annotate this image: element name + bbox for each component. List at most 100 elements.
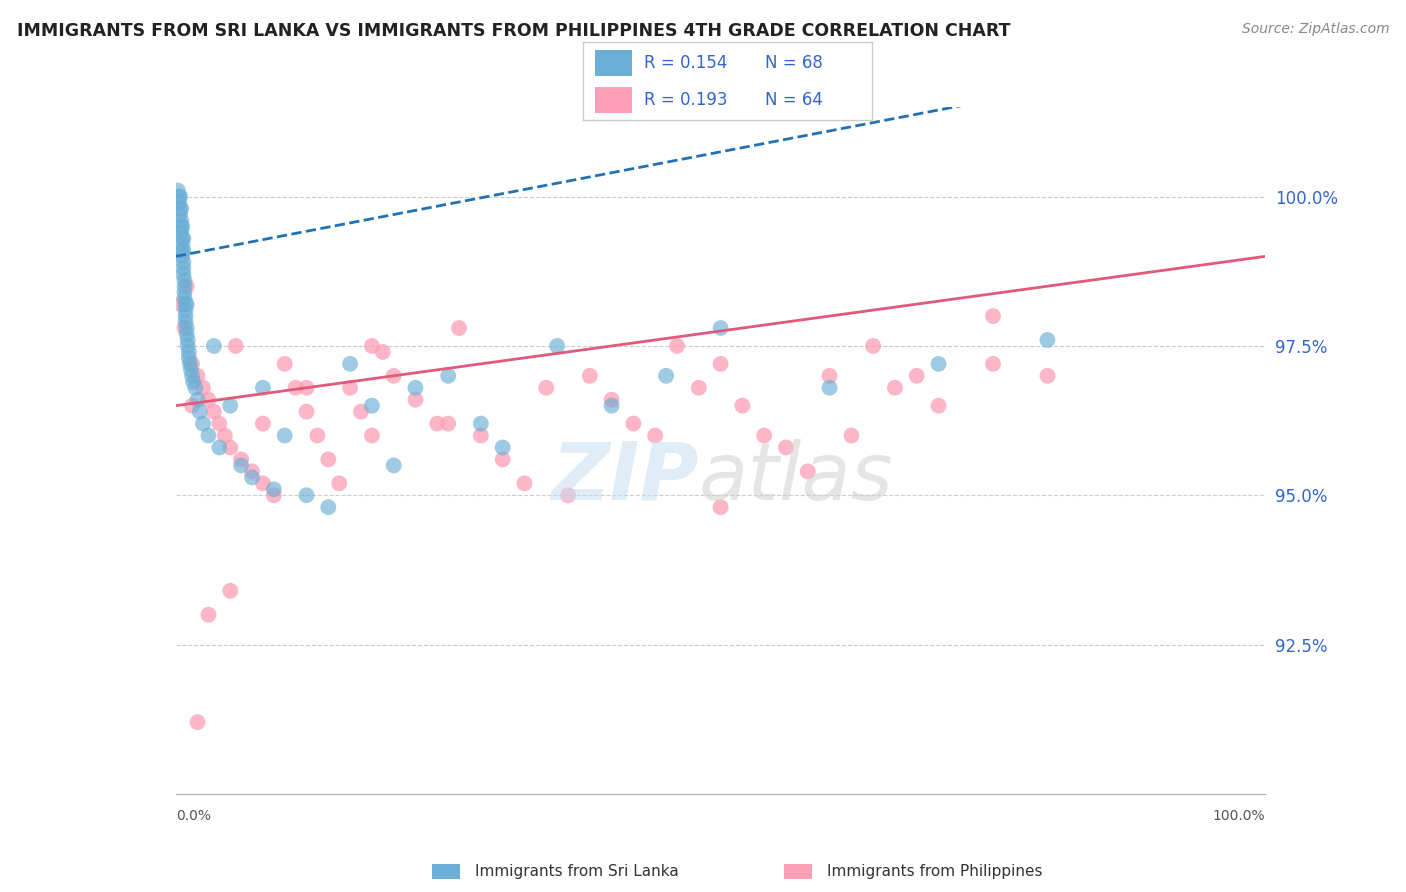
Point [295,404,318,418]
Point [557,488,579,502]
Point [240,470,263,484]
Point [167,195,190,210]
Point [981,357,1004,371]
Point [180,363,202,377]
Point [172,255,194,269]
Point [186,392,209,407]
FancyBboxPatch shape [433,863,461,880]
Point [169,208,191,222]
Point [188,404,211,418]
Point [382,368,405,383]
Point [644,428,666,442]
Point [169,189,191,203]
Point [177,333,200,347]
Point [534,381,557,395]
Point [169,202,191,216]
Point [172,244,194,258]
Point [231,452,253,467]
Point [197,392,219,407]
Point [295,381,318,395]
Point [1036,333,1059,347]
Text: N = 68: N = 68 [765,54,823,71]
Point [177,345,200,359]
Point [710,847,733,861]
FancyBboxPatch shape [595,50,633,76]
Text: R = 0.154: R = 0.154 [644,54,727,71]
Point [928,399,950,413]
Point [492,452,515,467]
Point [666,339,689,353]
Point [231,458,253,473]
Point [191,381,214,395]
Point [172,219,194,234]
Point [181,399,204,413]
Point [371,345,394,359]
Point [170,202,193,216]
Point [173,321,195,335]
Point [174,297,197,311]
Point [179,357,201,371]
Point [167,184,190,198]
Text: IMMIGRANTS FROM SRI LANKA VS IMMIGRANTS FROM PHILIPPINES 4TH GRADE CORRELATION C: IMMIGRANTS FROM SRI LANKA VS IMMIGRANTS … [17,22,1011,40]
Point [170,297,193,311]
Point [252,417,274,431]
Point [797,464,820,478]
Point [274,428,297,442]
Text: Immigrants from Sri Lanka: Immigrants from Sri Lanka [475,864,679,879]
Point [172,249,194,263]
Point [170,226,193,240]
Point [688,381,710,395]
Point [170,219,193,234]
Text: atlas: atlas [699,439,894,517]
Point [492,441,515,455]
Text: R = 0.193: R = 0.193 [644,91,727,109]
Point [174,315,197,329]
Text: 100.0%: 100.0% [1213,809,1265,822]
Point [1036,368,1059,383]
Point [176,321,198,335]
Point [884,381,907,395]
Point [172,231,194,245]
Point [219,583,242,598]
Point [295,488,318,502]
Point [263,483,285,497]
Point [186,715,209,730]
Point [173,279,195,293]
Point [274,357,297,371]
Point [655,368,678,383]
Point [710,500,733,515]
Point [181,357,204,371]
Point [361,339,384,353]
Point [318,500,340,515]
Point [470,428,492,442]
Point [818,368,841,383]
Point [928,357,950,371]
Text: N = 64: N = 64 [765,91,823,109]
Point [172,237,194,252]
Point [754,428,776,442]
Point [197,428,219,442]
Point [307,428,329,442]
Point [361,399,384,413]
FancyBboxPatch shape [595,87,633,112]
Point [318,452,340,467]
Text: 0.0%: 0.0% [176,809,211,822]
Point [202,339,225,353]
Point [710,321,733,335]
Point [167,189,190,203]
Point [184,381,207,395]
Point [225,339,247,353]
Point [172,231,194,245]
Point [339,357,361,371]
Point [252,476,274,491]
Point [252,381,274,395]
Point [176,297,198,311]
Point [905,368,928,383]
Point [600,399,623,413]
Point [177,339,200,353]
Point [170,213,193,227]
Point [775,441,797,455]
Point [361,428,384,442]
Point [173,291,195,305]
Point [219,399,242,413]
